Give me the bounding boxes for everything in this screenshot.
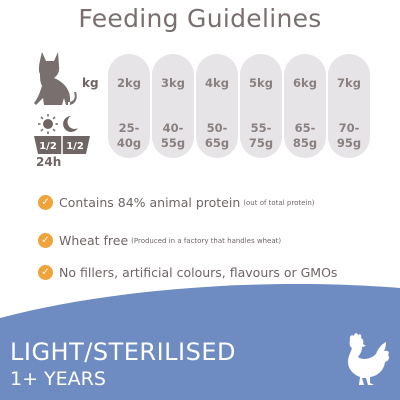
daily-amount-value: 25- 40g (108, 121, 150, 151)
feature-item: ✓ No fillers, artificial colours, flavou… (38, 265, 337, 280)
check-circle-icon: ✓ (38, 265, 53, 280)
amount-line-1: 70- (338, 121, 360, 135)
feature-text: No fillers, artificial colours, flavours… (59, 265, 338, 280)
amount-line-2: 95g (336, 136, 362, 150)
half-portion-left: 1/2 (39, 141, 57, 152)
amount-line-1: 50- (206, 121, 228, 135)
sun-moon-half-portion-icon: 1/2 1/2 (34, 114, 90, 154)
weight-value: 3kg (161, 76, 185, 90)
feeding-column-3kg: 3kg 40- 55g (152, 54, 194, 158)
half-portion-right: 1/2 (66, 141, 84, 152)
daily-amount-value: 50- 65g (196, 121, 238, 151)
check-circle-icon: ✓ (38, 233, 53, 248)
amount-line-1: 40- (162, 121, 184, 135)
product-age-label: 1+ YEARS (10, 368, 106, 390)
chicken-icon (348, 333, 389, 385)
weight-value: 7kg (337, 76, 361, 90)
feeding-column-5kg: 5kg 55- 75g (240, 54, 282, 158)
product-line-title: LIGHT/STERILISED (10, 338, 236, 366)
feeding-column-7kg: 7kg 70- 95g (328, 54, 370, 158)
weight-value: 6kg (293, 76, 317, 90)
daily-amount-value: 65- 85g (284, 121, 326, 151)
amount-line-2: 40g (116, 136, 142, 150)
amount-line-2: 55g (160, 136, 186, 150)
daily-amount-value: 70- 95g (328, 121, 370, 151)
amount-line-2: 85g (292, 136, 318, 150)
feeding-column-2kg: 2kg 25- 40g (108, 54, 150, 158)
feature-item: ✓ Contains 84% animal protein (out of to… (38, 195, 315, 210)
cat-silhouette-icon (34, 52, 77, 105)
daily-amount-value: 55- 75g (240, 121, 282, 151)
weight-value: 4kg (205, 76, 229, 90)
amount-line-2: 65g (204, 136, 230, 150)
amount-line-1: 55- (250, 121, 272, 135)
amount-line-1: 25- (118, 121, 140, 135)
feature-text: Wheat free (59, 233, 129, 248)
check-circle-icon: ✓ (38, 195, 53, 210)
feature-note: (out of total protein) (243, 198, 315, 207)
weight-unit-label: kg (82, 76, 99, 90)
amount-line-2: 75g (248, 136, 274, 150)
feature-item: ✓ Wheat free (Produced in a factory that… (38, 233, 281, 248)
amount-line-1: 65- (294, 121, 316, 135)
feature-note: (Produced in a factory that handles whea… (131, 236, 282, 245)
feeding-column-4kg: 4kg 50- 65g (196, 54, 238, 158)
feeding-column-6kg: 6kg 65- 85g (284, 54, 326, 158)
feature-text: Contains 84% animal protein (59, 195, 241, 210)
weight-value: 2kg (117, 76, 141, 90)
page-title: Feeding Guidelines (78, 4, 322, 33)
daily-amount-value: 40- 55g (152, 121, 194, 151)
weight-value: 5kg (249, 76, 273, 90)
period-label: 24h (36, 155, 62, 169)
